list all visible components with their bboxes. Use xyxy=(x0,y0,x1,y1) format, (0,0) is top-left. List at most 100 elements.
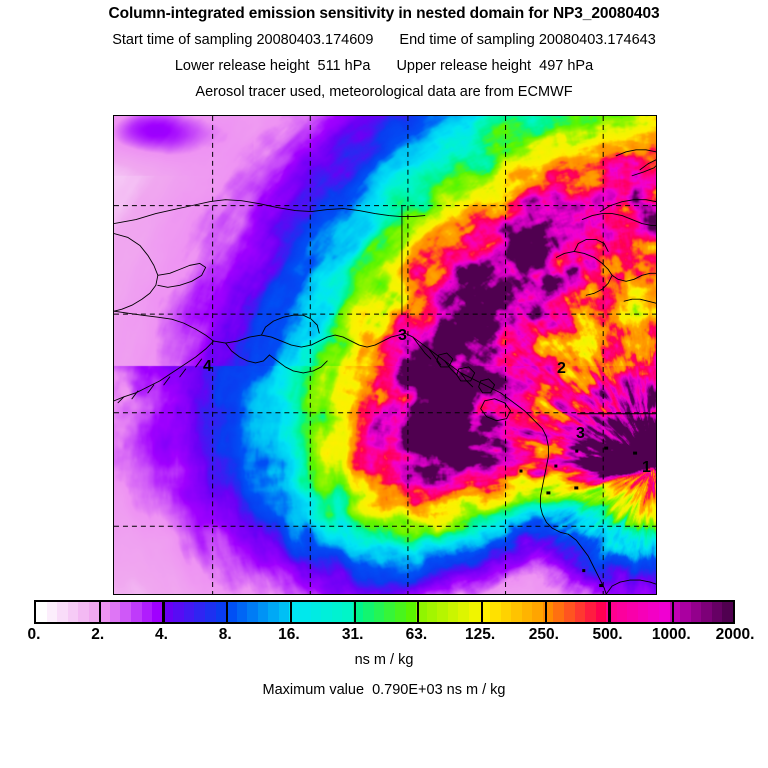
colorbar-segment xyxy=(99,602,163,622)
colorbar-cell xyxy=(204,602,216,622)
colorbar-cell xyxy=(711,602,723,622)
trajectory-label-4: 4 xyxy=(203,358,212,375)
colorbar-tick: 4. xyxy=(154,626,168,643)
colorbar-cell xyxy=(373,602,385,622)
trajectory-label-2: 2 xyxy=(557,360,566,377)
colorbar-separator xyxy=(353,602,356,622)
colorbar-tick-labels: 0. 2. 4. 8. 16. 31. 63. 125. 250. 500. 1000. 2000. xyxy=(0,626,768,646)
colorbar-cell xyxy=(458,602,469,622)
colorbar-cell xyxy=(500,602,512,622)
colorbar-cell xyxy=(310,602,322,622)
colorbar-segment xyxy=(416,602,480,622)
colorbar-cell xyxy=(426,602,438,622)
lower-release-height-label: Lower release height 511 hPa xyxy=(174,58,371,74)
maximum-value-label: Maximum value 0.790E+03 ns m / kg xyxy=(262,682,506,698)
emission-sensitivity-heatmap xyxy=(114,116,656,594)
colorbar-cell xyxy=(226,602,237,622)
colorbar-separator xyxy=(98,602,101,622)
colorbar-cell xyxy=(701,602,712,622)
colorbar-tick: 1000. xyxy=(651,626,691,643)
colorbar-segment xyxy=(606,602,670,622)
colorbar-cell xyxy=(173,602,184,622)
colorbar-cell xyxy=(574,602,586,622)
colorbar-tick: 16. xyxy=(278,626,300,643)
colorbar-cell xyxy=(300,602,311,622)
upper-release-height-label: Upper release height 497 hPa xyxy=(396,58,594,74)
colorbar-separator xyxy=(544,602,547,622)
coastline-overlay xyxy=(114,149,656,594)
colorbar-segment xyxy=(36,602,100,622)
colorbar-segment xyxy=(226,602,290,622)
colorbar-cell xyxy=(416,602,427,622)
colorbar-tick: 500. xyxy=(592,626,623,643)
colorbar-cell xyxy=(542,602,554,622)
colorbar-tick: 0. xyxy=(27,626,41,643)
colorbar-separator xyxy=(226,602,229,622)
colorbar-cell xyxy=(627,602,638,622)
colorbar-cell xyxy=(46,602,58,622)
colorbar-tick: 63. xyxy=(405,626,428,643)
start-time-label: Start time of sampling 20080403.174609 xyxy=(112,32,374,48)
trajectory-label-1: 1 xyxy=(642,459,651,476)
colorbar-tick: 2. xyxy=(91,626,105,643)
colorbar-cell xyxy=(331,602,343,622)
colorbar-cell xyxy=(152,602,163,622)
colorbar-cell xyxy=(120,602,132,622)
colorbar-tick: 250. xyxy=(528,626,559,643)
colorbar-cell xyxy=(532,602,543,622)
colorbar-cell xyxy=(479,602,491,622)
trajectory-label-3b: 3 xyxy=(576,425,585,442)
tracer-info-label: Aerosol tracer used, meteorological data… xyxy=(195,84,573,100)
colorbar[interactable] xyxy=(34,600,735,624)
colorbar-cell xyxy=(680,602,691,622)
colorbar-segment xyxy=(542,602,607,622)
colorbar-cell xyxy=(352,602,364,622)
colorbar-segment xyxy=(669,602,733,622)
colorbar-cell xyxy=(564,602,575,622)
colorbar-separator xyxy=(289,602,292,622)
colorbar-separator xyxy=(417,602,420,622)
colorbar-cell xyxy=(722,602,733,622)
colorbar-cell xyxy=(363,602,374,622)
colorbar-cell xyxy=(289,602,300,622)
sampling-time-line: Start time of sampling 20080403.174609 En… xyxy=(0,32,768,48)
colorbar-segment xyxy=(479,602,543,622)
colorbar-separator xyxy=(608,602,611,622)
colorbar-cell xyxy=(553,602,564,622)
colorbar-cell xyxy=(595,602,607,622)
colorbar-cell xyxy=(236,602,248,622)
colorbar-cell xyxy=(659,602,670,622)
colorbar-tick: 8. xyxy=(218,626,232,643)
colorbar-cell xyxy=(36,602,47,622)
colorbar-cell xyxy=(268,602,279,622)
colorbar-cell xyxy=(131,602,142,622)
colorbar-cell xyxy=(606,602,617,622)
colorbar-cell xyxy=(690,602,702,622)
colorbar-cell xyxy=(585,602,596,622)
colorbar-cell xyxy=(511,602,522,622)
colorbar-cell xyxy=(490,602,501,622)
colorbar-tick: 2000. xyxy=(715,626,755,643)
colorbar-cell xyxy=(247,602,258,622)
colorbar-cell xyxy=(321,602,332,622)
colorbar-tick: 125. xyxy=(464,626,496,643)
colorbar-segment xyxy=(162,602,227,622)
colorbar-cell xyxy=(141,602,153,622)
colorbar-cell xyxy=(648,602,660,622)
map-gridlines xyxy=(114,116,656,594)
colorbar-segment xyxy=(352,602,417,622)
colorbar-cell xyxy=(99,602,110,622)
colorbar-units-label: ns m / kg xyxy=(354,652,414,668)
colorbar-cell xyxy=(616,602,628,622)
map-plot-area[interactable]: 1 2 3 4 3 xyxy=(113,115,657,595)
colorbar-cell xyxy=(215,602,227,622)
colorbar-cell xyxy=(437,602,448,622)
trajectory-label-3: 3 xyxy=(398,327,407,344)
release-height-line: Lower release height 511 hPa Upper releas… xyxy=(0,58,768,74)
colorbar-cell xyxy=(342,602,353,622)
colorbar-cell xyxy=(468,602,480,622)
end-time-label: End time of sampling 20080403.174643 xyxy=(399,32,656,48)
colorbar-cell xyxy=(637,602,649,622)
page-title: Column-integrated emission sensitivity i… xyxy=(108,5,660,22)
